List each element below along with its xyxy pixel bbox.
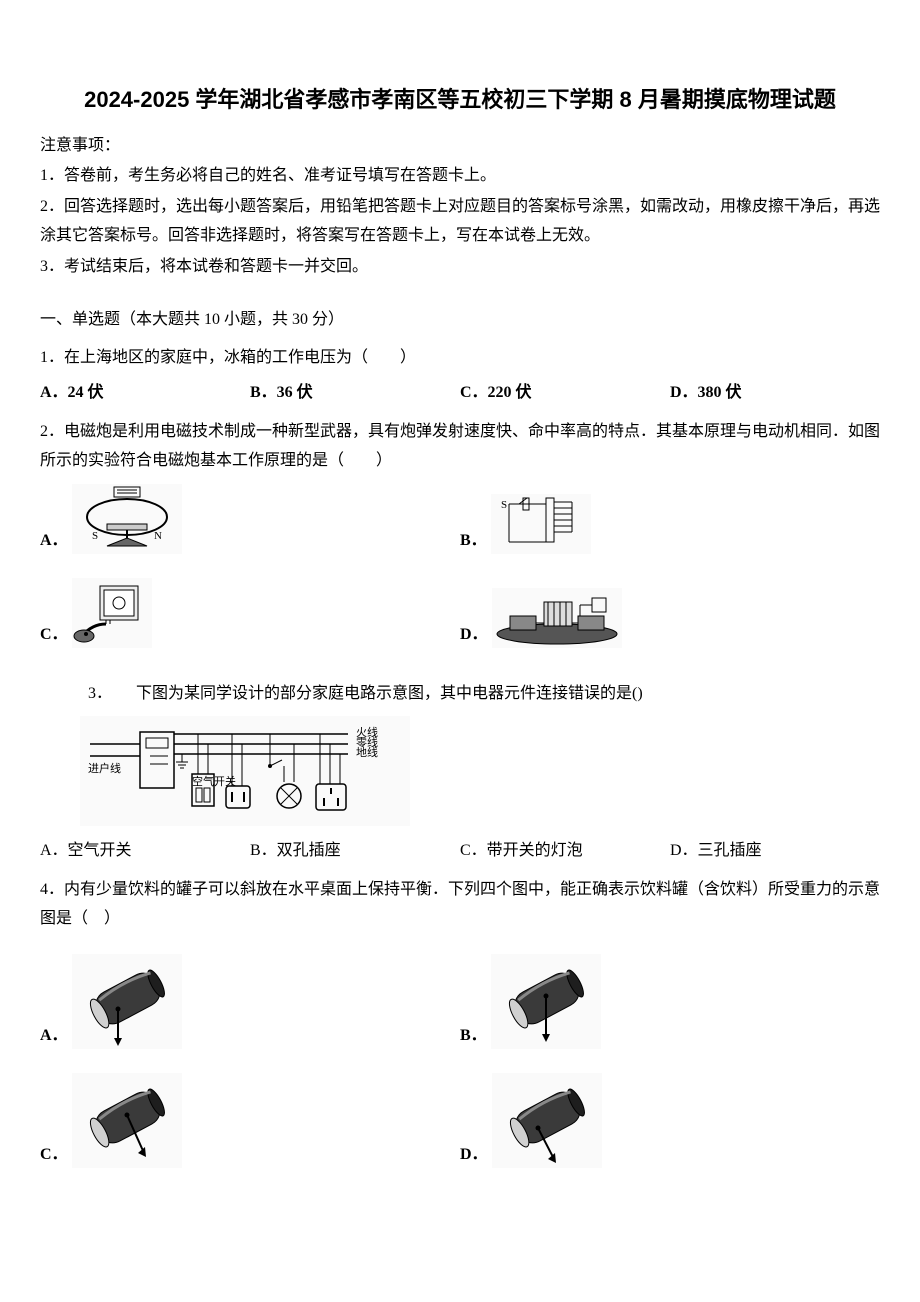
q1-stem: 1．在上海地区的家庭中，冰箱的工作电压为（ ） xyxy=(40,344,880,373)
q4-diagram-a-icon xyxy=(72,954,182,1049)
q2-diagram-c-icon xyxy=(72,578,152,648)
q2-choice-c: C． xyxy=(40,576,460,650)
q1-choice-a: A．24 伏 xyxy=(40,379,250,408)
notice-line-2: 2．回答选择题时，选出每小题答案后，用铅笔把答题卡上对应题目的答案标号涂黑，如需… xyxy=(40,193,880,251)
q2-choice-b: B． S xyxy=(460,482,880,556)
q3-label-ground: 地线 xyxy=(356,745,378,759)
q2-stem: 2．电磁炮是利用电磁技术制成一种新型武器，具有炮弹发射速度快、命中率高的特点．其… xyxy=(40,418,880,476)
q3-choice-b: B．双孔插座 xyxy=(250,837,460,866)
q4-diagram-d-icon xyxy=(492,1073,602,1168)
svg-text:S: S xyxy=(92,530,98,542)
q4-choice-d: D． xyxy=(460,1071,880,1170)
q3-circuit-diagram-icon: 进户线 火线 零线 地线 空气开关 xyxy=(80,716,410,826)
q1-choice-b: B．36 伏 xyxy=(250,379,460,408)
q1-choice-c: C．220 伏 xyxy=(460,379,670,408)
notice-heading: 注意事项： xyxy=(40,132,880,161)
q1-choices: A．24 伏 B．36 伏 C．220 伏 D．380 伏 xyxy=(40,379,880,408)
q2-diagram-d-icon xyxy=(492,588,622,648)
q3-choice-a: A．空气开关 xyxy=(40,837,250,866)
q3-stem: 3． 下图为某同学设计的部分家庭电路示意图，其中电器元件连接错误的是() xyxy=(40,680,880,709)
q2-choices: A． S N B． S xyxy=(40,482,880,670)
section-1-heading: 一、单选题（本大题共 10 小题，共 30 分） xyxy=(40,306,880,335)
q1-choice-d: D．380 伏 xyxy=(670,379,880,408)
page-title: 2024-2025 学年湖北省孝感市孝南区等五校初三下学期 8 月暑期摸底物理试… xyxy=(40,80,880,120)
q2-choice-a: A． S N xyxy=(40,482,460,556)
q4-choice-b: B． xyxy=(460,952,880,1051)
q2-choice-d: D． xyxy=(460,576,880,650)
q3-choice-c: C．带开关的灯泡 xyxy=(460,837,670,866)
q4-choices: A． B． xyxy=(40,952,880,1190)
q3-choices: A．空气开关 B．双孔插座 C．带开关的灯泡 D．三孔插座 xyxy=(40,837,880,866)
q3-choice-d: D．三孔插座 xyxy=(670,837,880,866)
notice-line-1: 1．答卷前，考生务必将自己的姓名、准考证号填写在答题卡上。 xyxy=(40,162,880,191)
svg-text:N: N xyxy=(154,530,162,542)
q3-label-incoming: 进户线 xyxy=(88,761,121,775)
q4-diagram-c-icon xyxy=(72,1073,182,1168)
q4-choice-a: A． xyxy=(40,952,460,1051)
svg-text:S: S xyxy=(501,499,507,511)
q2-diagram-a-icon: S N xyxy=(72,484,182,554)
notice-line-3: 3．考试结束后，将本试卷和答题卡一并交回。 xyxy=(40,253,880,282)
q4-choice-c: C． xyxy=(40,1071,460,1170)
q2-diagram-b-icon: S xyxy=(491,494,591,554)
q4-stem: 4．内有少量饮料的罐子可以斜放在水平桌面上保持平衡．下列四个图中，能正确表示饮料… xyxy=(40,876,880,934)
q4-diagram-b-icon xyxy=(491,954,601,1049)
